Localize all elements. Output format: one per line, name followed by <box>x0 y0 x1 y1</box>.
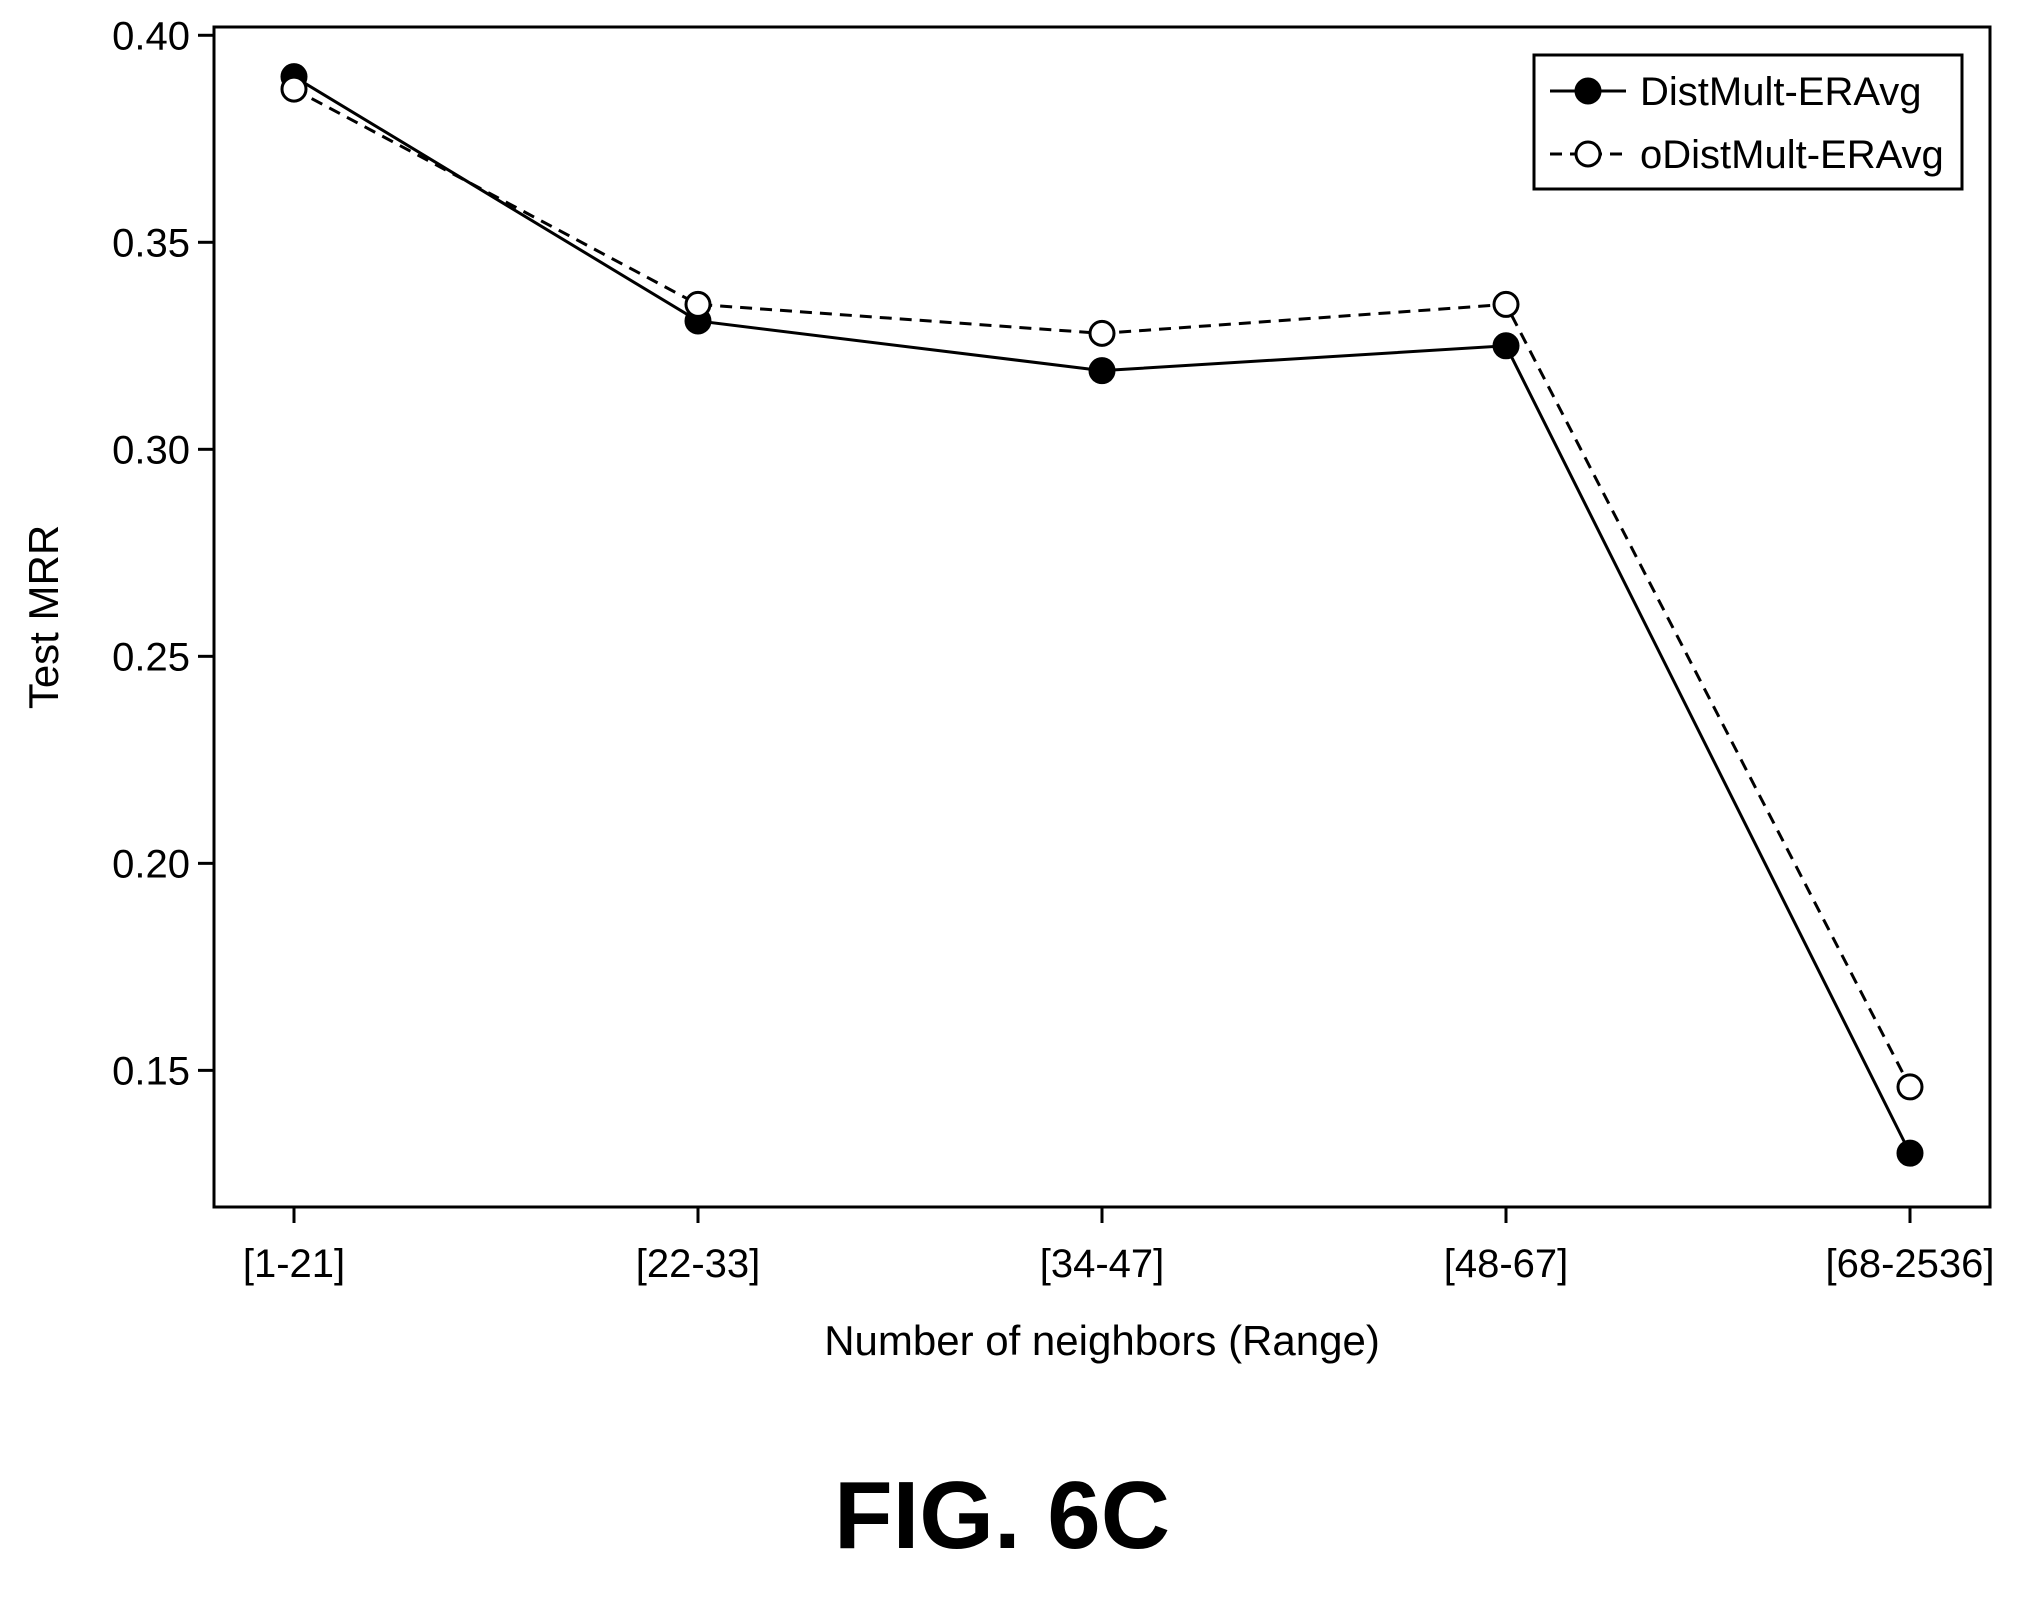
figure-label: FIG. 6C <box>834 1462 1170 1569</box>
data-point-odistmult-eravg <box>684 290 712 318</box>
y-tick-label: 0.30 <box>112 428 190 472</box>
data-point-odistmult-eravg <box>1896 1073 1924 1101</box>
legend-label-odistmult: oDistMult-ERAvg <box>1640 133 1944 177</box>
data-point-distmult-eravg <box>1492 332 1520 360</box>
legend-label-distmult: DistMult-ERAvg <box>1640 70 1922 114</box>
y-tick-label: 0.20 <box>112 842 190 886</box>
series-layer <box>280 63 1924 1167</box>
x-axis-label: Number of neighbors (Range) <box>824 1317 1380 1364</box>
data-point-distmult-eravg <box>1896 1139 1924 1167</box>
legend-marker-distmult <box>1574 77 1602 105</box>
series-line-odistmult-eravg <box>293 87 1912 1088</box>
x-tick-label: [48-67] <box>1444 1242 1569 1286</box>
data-point-odistmult-eravg <box>280 75 308 103</box>
y-axis: 0.15 0.20 0.25 0.30 0.35 0.40 <box>112 14 214 1093</box>
plot-frame <box>212 25 1992 1209</box>
y-tick-label: 0.25 <box>112 635 190 679</box>
data-point-odistmult-eravg <box>1088 319 1116 347</box>
x-tick-label: [68-2536] <box>1825 1242 1994 1286</box>
x-tick-label: [1-21] <box>243 1242 345 1286</box>
y-tick-label: 0.40 <box>112 14 190 58</box>
y-tick-label: 0.15 <box>112 1049 190 1093</box>
x-tick-label: [34-47] <box>1040 1242 1165 1286</box>
data-point-odistmult-eravg <box>1492 290 1520 318</box>
series-line-distmult-eravg <box>293 75 1912 1154</box>
x-tick-label: [22-33] <box>636 1242 761 1286</box>
y-tick-label: 0.35 <box>112 221 190 265</box>
x-axis: [1-21] [22-33] [34-47] [48-67] [68-2536] <box>243 1207 1995 1286</box>
data-point-distmult-eravg <box>1088 357 1116 385</box>
legend: DistMult-ERAvg oDistMult-ERAvg <box>1532 53 1964 191</box>
legend-marker-odistmult <box>1574 140 1602 168</box>
legend-box <box>1532 53 1964 191</box>
y-axis-label: Test MRR <box>20 525 67 709</box>
